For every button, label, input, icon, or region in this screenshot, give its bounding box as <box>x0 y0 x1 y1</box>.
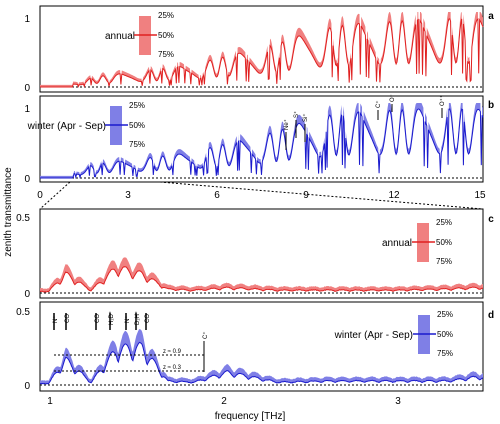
legend-c: annual 25% 50% 75% <box>382 218 452 266</box>
ytick-b-1: 1 <box>24 104 30 115</box>
xtick-d-3: 3 <box>395 396 401 407</box>
legend-a-25: 25% <box>158 11 174 20</box>
spectrum-band-c <box>40 257 483 292</box>
legend-d-50: 50% <box>437 330 453 339</box>
legend-c-title: annual <box>382 238 412 249</box>
legend-b-title: winter (Apr - Sep) <box>27 121 106 132</box>
spectrum-line-a <box>40 18 484 88</box>
annot-d-7: CO <box>145 314 151 323</box>
panel-tag-d: d <box>488 310 494 321</box>
spectrum-band-d <box>40 329 483 384</box>
annotations-d: N⁺ CO CO H₂D⁺ N⁺ D₂H⁺ CO C⁺ z ≈ 0.9 z ≈ … <box>52 311 209 372</box>
annot-d-8: C⁺ <box>202 332 209 340</box>
panel-tag-b: b <box>488 100 494 111</box>
annot-b-5: O⁺ <box>389 94 396 102</box>
legend-a-50: 50% <box>158 31 174 40</box>
spectrum-line-c <box>39 266 484 293</box>
legend-a: annual 25% 50% 75% <box>105 11 174 59</box>
panel-d <box>39 301 484 392</box>
legend-b-25: 25% <box>129 101 145 110</box>
spectrum-line-b <box>40 108 484 180</box>
xtick-b-3: 3 <box>125 190 131 201</box>
xtick-d-2: 2 <box>221 396 227 407</box>
ytick-c-05: 0.5 <box>16 213 30 224</box>
legend-d: winter (Apr - Sep) 25% 50% 75% <box>334 310 453 358</box>
spectrum-line-d <box>40 341 484 385</box>
annot-b-6: O⁺⁺ <box>439 95 446 106</box>
xtick-b-12: 12 <box>388 190 400 201</box>
legend-d-25: 25% <box>437 310 453 319</box>
ytick-d-0: 0 <box>24 381 30 392</box>
legend-d-title: winter (Apr - Sep) <box>334 330 413 341</box>
annotations-b: Ne⁺ S⁺ Si⁺ C⁺ O⁺ O⁺⁺ <box>283 94 446 150</box>
legend-b-75: 75% <box>129 140 145 149</box>
ytick-a-1: 1 <box>24 14 30 25</box>
threshold-03: z ≈ 0.3 <box>163 365 182 371</box>
ytick-a-0: 0 <box>24 83 30 94</box>
ytick-d-05: 0.5 <box>16 307 30 318</box>
spectra-layer <box>39 12 484 385</box>
legend-d-75: 75% <box>437 349 453 358</box>
spectrum-band-b <box>40 103 483 178</box>
xtick-b-9: 9 <box>303 190 309 201</box>
x-axis-label: frequency [THz] <box>215 411 286 422</box>
threshold-09: z ≈ 0.9 <box>163 349 182 355</box>
xtick-d-1: 1 <box>47 396 53 407</box>
panel-tag-a: a <box>488 11 494 22</box>
panel-tag-c: c <box>488 214 494 225</box>
annot-d-6: D₂H⁺ <box>134 311 141 325</box>
y-axis-label: zenith transmittance <box>3 167 14 257</box>
xtick-b-6: 6 <box>214 190 220 201</box>
annot-b-4: C⁺ <box>375 101 382 109</box>
annot-b-3: Si⁺ <box>302 113 309 122</box>
ytick-c-0: 0 <box>24 289 30 300</box>
legend-c-25: 25% <box>436 218 452 227</box>
zoom-guide-left <box>39 181 71 210</box>
legend-c-75: 75% <box>436 257 452 266</box>
panel-b <box>39 95 484 183</box>
annot-d-1: N⁺ <box>52 316 59 324</box>
xtick-b-0: 0 <box>37 190 43 201</box>
legend-a-75: 75% <box>158 50 174 59</box>
panel-c <box>39 208 484 299</box>
annot-b-1: Ne⁺ <box>283 119 290 130</box>
annot-d-5: N⁺ <box>124 316 131 324</box>
legend-c-50: 50% <box>436 238 452 247</box>
spectrum-band-a <box>40 12 483 87</box>
annot-d-2: CO <box>65 314 71 323</box>
annot-d-3: CO <box>95 314 101 323</box>
legend-a-title: annual <box>105 31 135 42</box>
panel-a <box>39 5 484 93</box>
ytick-b-0: 0 <box>24 174 30 185</box>
annot-b-2: S⁺ <box>293 111 300 118</box>
annot-d-4: H₂D⁺ <box>108 311 115 325</box>
legend-b-50: 50% <box>129 121 145 130</box>
legend-b: winter (Apr - Sep) 25% 50% 75% <box>27 101 145 149</box>
xtick-b-15: 15 <box>474 190 486 201</box>
